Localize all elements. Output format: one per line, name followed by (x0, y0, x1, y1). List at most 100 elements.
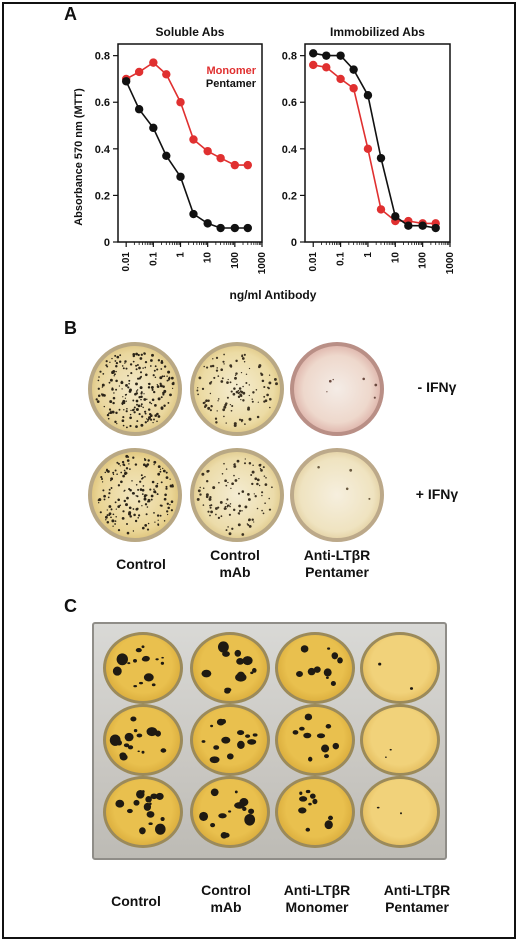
colony-cluster (210, 724, 214, 728)
colony-cluster (292, 730, 299, 735)
colony-speck (242, 391, 246, 395)
colony-speck (196, 497, 200, 501)
colony-speck (128, 506, 132, 510)
colony-cluster (237, 740, 245, 750)
colony-cluster (160, 816, 165, 822)
panel-a-charts: Absorbance 570 nm (MTT) ng/ml Antibody S… (73, 25, 456, 302)
colony-speck (210, 405, 213, 408)
colony-speck (117, 484, 121, 487)
colony-speck (142, 367, 144, 369)
colony-speck (241, 357, 245, 360)
colony-speck (110, 479, 112, 482)
colony-speck (121, 403, 124, 406)
colony-speck (233, 422, 237, 426)
colony-speck (134, 519, 138, 523)
colony-speck (146, 506, 149, 508)
colony-speck (101, 383, 105, 387)
colony-speck (157, 359, 161, 362)
colony-speck (144, 524, 148, 527)
colony-speck (217, 400, 219, 402)
colony-cluster (127, 662, 131, 665)
dish-anti-ltbr-pentamer-plus-ifn (290, 448, 384, 542)
colony-speck (145, 373, 148, 377)
colony-speck (109, 378, 113, 382)
colony-speck (229, 505, 231, 508)
colony-speck (143, 410, 147, 413)
colony-cluster (331, 652, 339, 660)
panel-a-letter: A (64, 4, 77, 24)
colony-cluster (242, 806, 247, 812)
colony-speck (159, 376, 163, 380)
chart-1-pentamer-point (121, 77, 131, 86)
colony-speck (256, 478, 260, 482)
colony-speck (129, 413, 132, 416)
colony-speck (128, 382, 130, 385)
colony-speck (248, 384, 251, 386)
colony-speck (225, 422, 227, 424)
colony-speck (148, 416, 151, 420)
colony-speck (110, 487, 113, 489)
colony-speck (103, 494, 106, 498)
colony-speck (109, 411, 113, 415)
colony-speck (140, 391, 143, 394)
chart-1-title: Soluble Abs (156, 25, 225, 39)
colony-speck (114, 501, 117, 504)
colony-speck (232, 392, 236, 396)
colony-speck (165, 487, 168, 490)
colony-speck (226, 396, 229, 399)
chart-1-monomer-point (176, 98, 185, 107)
colony-speck (144, 366, 147, 369)
colony-speck (257, 401, 259, 403)
colony-speck (235, 390, 239, 394)
colony-speck (104, 471, 107, 474)
colony-speck (115, 515, 117, 518)
colony-speck (228, 532, 232, 536)
chart-2-monomer-line (313, 64, 436, 225)
colony-speck (122, 367, 125, 370)
colony-speck (197, 393, 199, 396)
chart-1-x-tick-label: 1 (176, 252, 187, 258)
colony-cluster (323, 668, 332, 677)
c-col-label-control-mab: Control mAb (178, 882, 274, 916)
colony-speck (229, 365, 233, 368)
chart-1-monomer-point (243, 160, 252, 170)
colony-speck (275, 382, 278, 386)
colony-cluster (133, 799, 140, 806)
colony-speck (134, 463, 138, 466)
colony-speck (116, 355, 120, 359)
colony-speck (252, 464, 254, 467)
colony-speck (143, 352, 146, 355)
c-col-label-monomer-line2: Monomer (285, 899, 349, 915)
chart-1-y-tick-label: 0 (104, 237, 110, 249)
colony-speck (117, 505, 121, 508)
colony-speck (153, 488, 155, 491)
colony-speck (137, 517, 139, 519)
colony-speck (131, 480, 133, 482)
colony-speck (138, 395, 141, 399)
colony-speck (163, 520, 166, 522)
colony-speck (250, 474, 253, 476)
colony-speck (146, 528, 150, 531)
colony-speck (225, 402, 228, 405)
colony-speck (241, 533, 245, 536)
colony-speck (141, 415, 144, 418)
colony-speck (172, 483, 174, 486)
colony-speck (144, 412, 147, 415)
well-monomer-row2 (275, 704, 355, 776)
colony-speck (144, 421, 147, 424)
colony-cluster (141, 656, 150, 662)
colony-speck (162, 385, 165, 388)
b-col-label-control: Control (93, 556, 189, 573)
colony-speck (136, 495, 139, 498)
colony-speck (108, 492, 111, 495)
colony-cluster (119, 753, 128, 761)
colony-speck (212, 358, 214, 360)
colony-speck (171, 387, 174, 390)
colony-speck (132, 456, 135, 459)
chart-2-pentamer-point (376, 153, 386, 163)
chart-1-x-tick-label: 10 (203, 252, 214, 264)
colony-speck (98, 376, 100, 378)
colony-speck (122, 463, 125, 466)
colony-speck (265, 477, 267, 479)
b-col-label-pentamer-line2: Pentamer (305, 564, 369, 580)
